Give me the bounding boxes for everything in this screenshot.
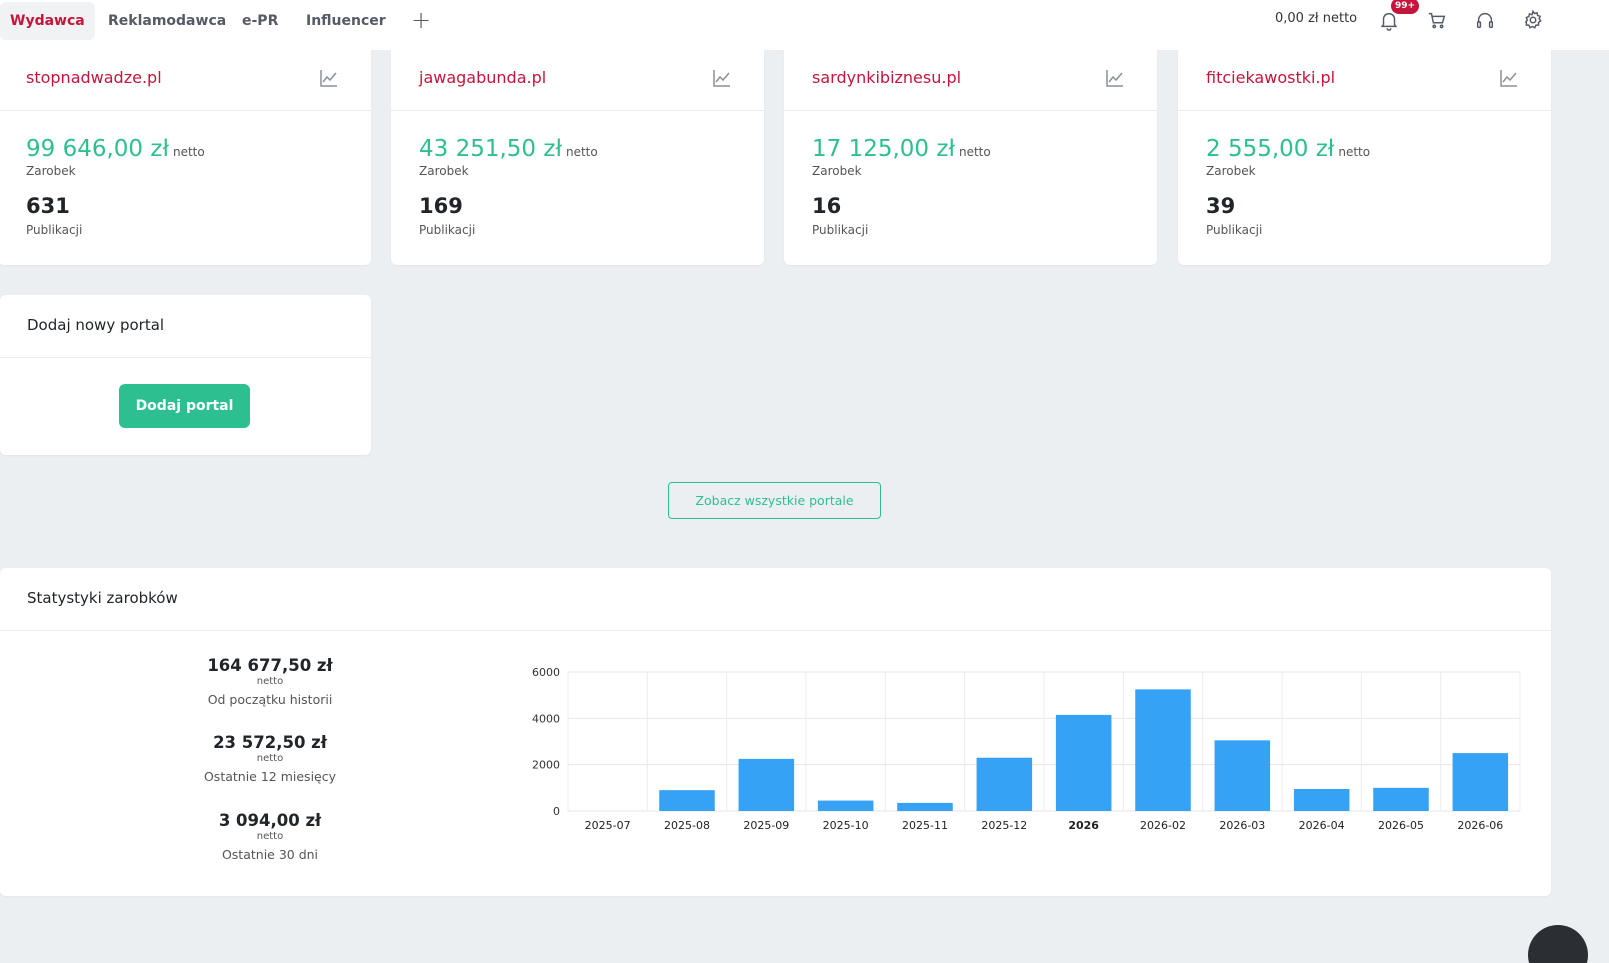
chart-bar bbox=[897, 802, 953, 811]
tab-influencer[interactable]: Influencer bbox=[306, 13, 386, 29]
stat-netto: netto bbox=[256, 676, 284, 687]
portal-earnings: 17 125,00 zł netto bbox=[812, 136, 991, 162]
stat-30-days: 3 094,00 zł netto Ostatnie 30 dni bbox=[170, 811, 370, 862]
chart-bar bbox=[1373, 787, 1429, 811]
chart-bar bbox=[1293, 788, 1350, 811]
portal-name-link[interactable]: jawagabunda.pl bbox=[419, 68, 547, 87]
plus-icon[interactable]: + bbox=[410, 6, 432, 34]
publications-label: Publikacji bbox=[1206, 223, 1263, 237]
top-navbar: Wydawca Reklamodawca e-PR Influencer + 0… bbox=[0, 0, 1609, 50]
portal-card: sardynkibiznesu.pl 17 125,00 zł netto Zar… bbox=[784, 50, 1157, 265]
chart-bar bbox=[976, 757, 1033, 811]
x-tick-label: 2026 bbox=[1068, 819, 1099, 832]
bell-icon[interactable] bbox=[1378, 9, 1400, 31]
earnings-label: Zarobek bbox=[419, 164, 469, 178]
stat-netto: netto bbox=[256, 831, 284, 842]
chart-line-icon[interactable] bbox=[712, 68, 732, 88]
chart-line-icon[interactable] bbox=[1105, 68, 1125, 88]
chat-button[interactable] bbox=[1528, 925, 1588, 963]
publications-label: Publikacji bbox=[812, 223, 869, 237]
notification-badge: 99+ bbox=[1391, 0, 1420, 14]
chart-bar bbox=[1135, 689, 1191, 811]
portal-earnings: 2 555,00 zł netto bbox=[1206, 136, 1371, 162]
y-tick-label: 0 bbox=[553, 805, 560, 818]
portal-card: jawagabunda.pl 43 251,50 zł netto Zarobek… bbox=[391, 50, 764, 265]
earnings-stats-card: Statystyki zarobków bbox=[0, 568, 1551, 896]
chart-bar bbox=[1452, 753, 1509, 811]
chart-bar bbox=[738, 758, 795, 811]
earnings-label: Zarobek bbox=[1206, 164, 1256, 178]
x-tick-label: 2026-03 bbox=[1219, 819, 1265, 832]
publications-label: Publikacji bbox=[26, 223, 83, 237]
see-all-portals-button[interactable]: Zobacz wszystkie portale bbox=[668, 482, 881, 519]
portal-name-link[interactable]: stopnadwadze.pl bbox=[26, 68, 162, 87]
tab-reklamodawca[interactable]: Reklamodawca bbox=[108, 13, 227, 29]
x-tick-label: 2025-08 bbox=[664, 819, 710, 832]
earnings-label: Zarobek bbox=[812, 164, 862, 178]
portal-name-link[interactable]: sardynkibiznesu.pl bbox=[812, 68, 962, 87]
publications-count: 39 bbox=[1206, 194, 1236, 218]
stat-value: 23 572,50 zł bbox=[213, 733, 327, 752]
stat-period: Od początku historii bbox=[207, 692, 333, 707]
publications-count: 16 bbox=[812, 194, 842, 218]
x-tick-label: 2026-02 bbox=[1140, 819, 1186, 832]
portal-card: stopnadwadze.pl 99 646,00 zł netto Zarobe… bbox=[0, 50, 371, 265]
add-portal-title: Dodaj nowy portal bbox=[27, 316, 165, 334]
chart-bar bbox=[817, 800, 874, 811]
stat-period: Ostatnie 30 dni bbox=[221, 847, 319, 862]
x-tick-label: 2026-04 bbox=[1299, 819, 1345, 832]
add-portal-card: Dodaj nowy portal Dodaj portal bbox=[0, 295, 371, 455]
chart-line-icon[interactable] bbox=[1499, 68, 1519, 88]
x-tick-label: 2026-05 bbox=[1378, 819, 1424, 832]
chart-line-icon[interactable] bbox=[319, 68, 339, 88]
tab-wydawca[interactable]: Wydawca bbox=[0, 2, 95, 40]
x-tick-label: 2026-06 bbox=[1457, 819, 1503, 832]
stat-period: Ostatnie 12 miesięcy bbox=[203, 769, 337, 784]
portal-name-link[interactable]: fitciekawostki.pl bbox=[1206, 68, 1336, 87]
chart-bar bbox=[1214, 740, 1271, 811]
publications-count: 631 bbox=[26, 194, 70, 218]
publications-count: 169 bbox=[419, 194, 463, 218]
earnings-label: Zarobek bbox=[26, 164, 76, 178]
earnings-bar-chart: 0 2000 4000 6000 2025-07 2025-08 2025-09 2025-1… bbox=[532, 666, 1521, 832]
headset-icon[interactable] bbox=[1474, 9, 1496, 31]
x-tick-label: 2025-10 bbox=[823, 819, 869, 832]
x-tick-label: 2025-07 bbox=[585, 819, 631, 832]
add-portal-button[interactable]: Dodaj portal bbox=[119, 384, 250, 428]
stat-netto: netto bbox=[256, 753, 284, 764]
y-tick-label: 6000 bbox=[532, 666, 560, 679]
x-tick-label: 2025-09 bbox=[743, 819, 789, 832]
publications-label: Publikacji bbox=[419, 223, 476, 237]
stat-total: 164 677,50 zł netto Od początku historii bbox=[170, 656, 370, 707]
cart-icon[interactable] bbox=[1426, 9, 1448, 31]
chart-bar bbox=[1055, 714, 1112, 811]
chart-bar bbox=[659, 790, 715, 811]
balance-display[interactable]: 0,00 zł netto bbox=[1275, 11, 1358, 26]
stat-12-months: 23 572,50 zł netto Ostatnie 12 miesięcy bbox=[170, 733, 370, 784]
y-tick-label: 2000 bbox=[532, 759, 560, 772]
y-tick-label: 4000 bbox=[532, 712, 560, 725]
portal-card: fitciekawostki.pl 2 555,00 zł netto Zarob… bbox=[1178, 50, 1551, 265]
portal-earnings: 43 251,50 zł netto bbox=[419, 136, 598, 162]
tab-epr[interactable]: e-PR bbox=[242, 13, 279, 29]
portal-earnings: 99 646,00 zł netto bbox=[26, 136, 205, 162]
gear-icon[interactable] bbox=[1522, 9, 1544, 31]
stat-value: 164 677,50 zł bbox=[207, 656, 333, 675]
stat-value: 3 094,00 zł bbox=[218, 811, 322, 830]
x-tick-label: 2025-12 bbox=[981, 819, 1027, 832]
stats-title: Statystyki zarobków bbox=[27, 589, 178, 607]
x-tick-label: 2025-11 bbox=[902, 819, 948, 832]
